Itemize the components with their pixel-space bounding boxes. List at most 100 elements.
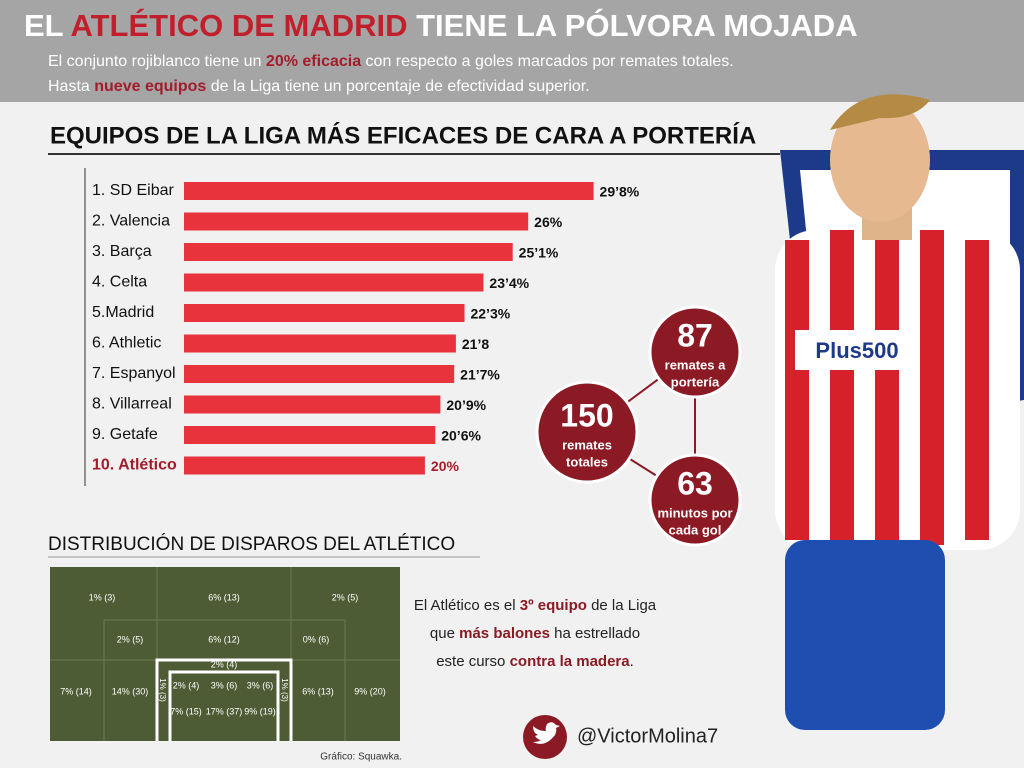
zone-label: 6% (12) [208,634,240,644]
stat-circle [648,305,742,399]
category-label: 5.Madrid [92,304,154,321]
note-line: El Atlético es el 3º equipo de la Liga [414,597,657,614]
note-highlight: contra la madera [510,653,631,670]
stat-label: portería [671,374,720,389]
subtitle-highlight: nueve equipos [94,78,206,95]
zone-label: 1% (3) [158,678,167,702]
category-label: 2. Valencia [92,213,170,230]
category-label: 3. Barça [92,243,152,260]
zone-label: 6% (13) [302,686,334,696]
bar [184,212,529,231]
zone-label: 1% (3) [89,592,116,602]
zone-label: 0% (6) [303,634,330,644]
value-label: 26% [534,214,563,230]
zone-label: 6% (13) [208,592,240,602]
stat-value: 150 [560,397,613,433]
zone-label: 2% (4) [211,659,238,669]
note-line: este curso contra la madera. [436,653,634,670]
bar [184,182,594,200]
subtitle-part: El conjunto rojiblanco tiene un [48,53,266,70]
value-label: 21’7% [460,367,500,383]
shorts [785,540,945,730]
value-label: 23’4% [489,275,529,291]
twitter-bird [533,722,560,744]
stat-value: 63 [677,465,713,501]
category-label: 9. Getafe [92,426,158,443]
zone-label: 3% (6) [247,680,274,690]
value-label: 21’8 [462,336,489,352]
category-label: 10. Atlético [92,457,177,474]
zone-label: 9% (20) [354,686,386,696]
value-label: 20’6% [441,428,481,444]
sponsor-logo: Plus500 [815,338,898,363]
hair [830,94,930,130]
bar [184,334,456,353]
subtitle-line: Hasta nueve equipos de la Liga tiene un … [48,78,590,95]
category-label: 7. Espanyol [92,365,176,382]
pitch [50,567,400,741]
category-label: 8. Villarreal [92,396,172,413]
title-part: TIENE LA PÓLVORA MOJADA [407,7,857,43]
note-part: de la Liga [587,597,657,614]
stats: 87 remates a portería 150 remates totales 63 mi… [535,305,742,547]
zone-label: 2% (5) [332,592,359,602]
zone-label: 9% (19) [244,706,276,716]
note-part: El Atlético es el [414,597,520,614]
zones: 1% (3) 6% (13) 2% (5) 2% (5) 6% (12) 0% (6) 2%… [60,592,386,716]
head [830,98,930,222]
shot-map-title: DISTRIBUCIÓN DE DISPAROS DEL ATLÉTICO [48,533,455,555]
zone-label: 1% (3) [280,678,289,702]
stat-label: remates a [665,357,726,372]
category-label: 6. Athletic [92,335,161,352]
handle[interactable]: @VictorMolina7 [577,725,718,747]
zone-label: 7% (14) [60,686,92,696]
bar [184,273,484,292]
bar [184,426,436,444]
value-label: 29’8% [600,184,640,200]
zone-label: 3% (6) [211,680,238,690]
stat-circle [648,453,742,547]
stat-label: cada gol [669,522,722,537]
subtitle-part: de la Liga tiene un porcentaje de efecti… [206,78,589,95]
zone-label: 14% (30) [112,686,149,696]
zone-label: 7% (15) [170,706,202,716]
goal-frame [155,658,293,741]
category-label: 4. Celta [92,274,147,291]
note-part: que [430,625,459,642]
subtitle-part: Hasta [48,78,94,95]
subtitle-line: El conjunto rojiblanco tiene un 20% efic… [48,53,734,70]
note-highlight: más balones [459,625,550,642]
zone-label: 17% (37) [206,706,243,716]
main-title: EL ATLÉTICO DE MADRID TIENE LA PÓLVORA M… [24,7,858,43]
credit: Gráfico: Squawka. [320,752,402,763]
bar [184,395,441,414]
note-highlight: 3º equipo [520,597,587,614]
subtitle-part: con respecto a goles marcados por remate… [361,53,734,70]
stat-circle [535,380,639,484]
player-illustration: Plus500 [775,94,1024,730]
bar [184,365,455,383]
jersey-stripes [785,230,989,545]
header-band [0,0,1024,102]
stat-label: minutos por [657,505,732,520]
note-part: . [630,653,634,670]
stat-value: 87 [677,317,713,353]
value-label: 25’1% [519,245,559,261]
zone-label: 2% (5) [117,634,144,644]
bar [184,243,513,261]
value-label: 22’3% [470,306,510,322]
title-highlight: ATLÉTICO DE MADRID [71,8,408,43]
stat-label: totales [566,454,608,469]
note-part: este curso [436,653,509,670]
note: El Atlético es el 3º equipo de la Liga qu… [414,597,657,670]
bar [184,456,425,475]
note-part: ha estrellado [550,625,640,642]
category-label: 1. SD Eibar [92,182,174,199]
bar [184,304,465,322]
subtitle-highlight: 20% eficacia [266,53,361,70]
note-line: que más balones ha estrellado [430,625,640,642]
chart-title: EQUIPOS DE LA LIGA MÁS EFICACES DE CARA … [50,121,756,149]
value-label: 20’9% [446,397,486,413]
